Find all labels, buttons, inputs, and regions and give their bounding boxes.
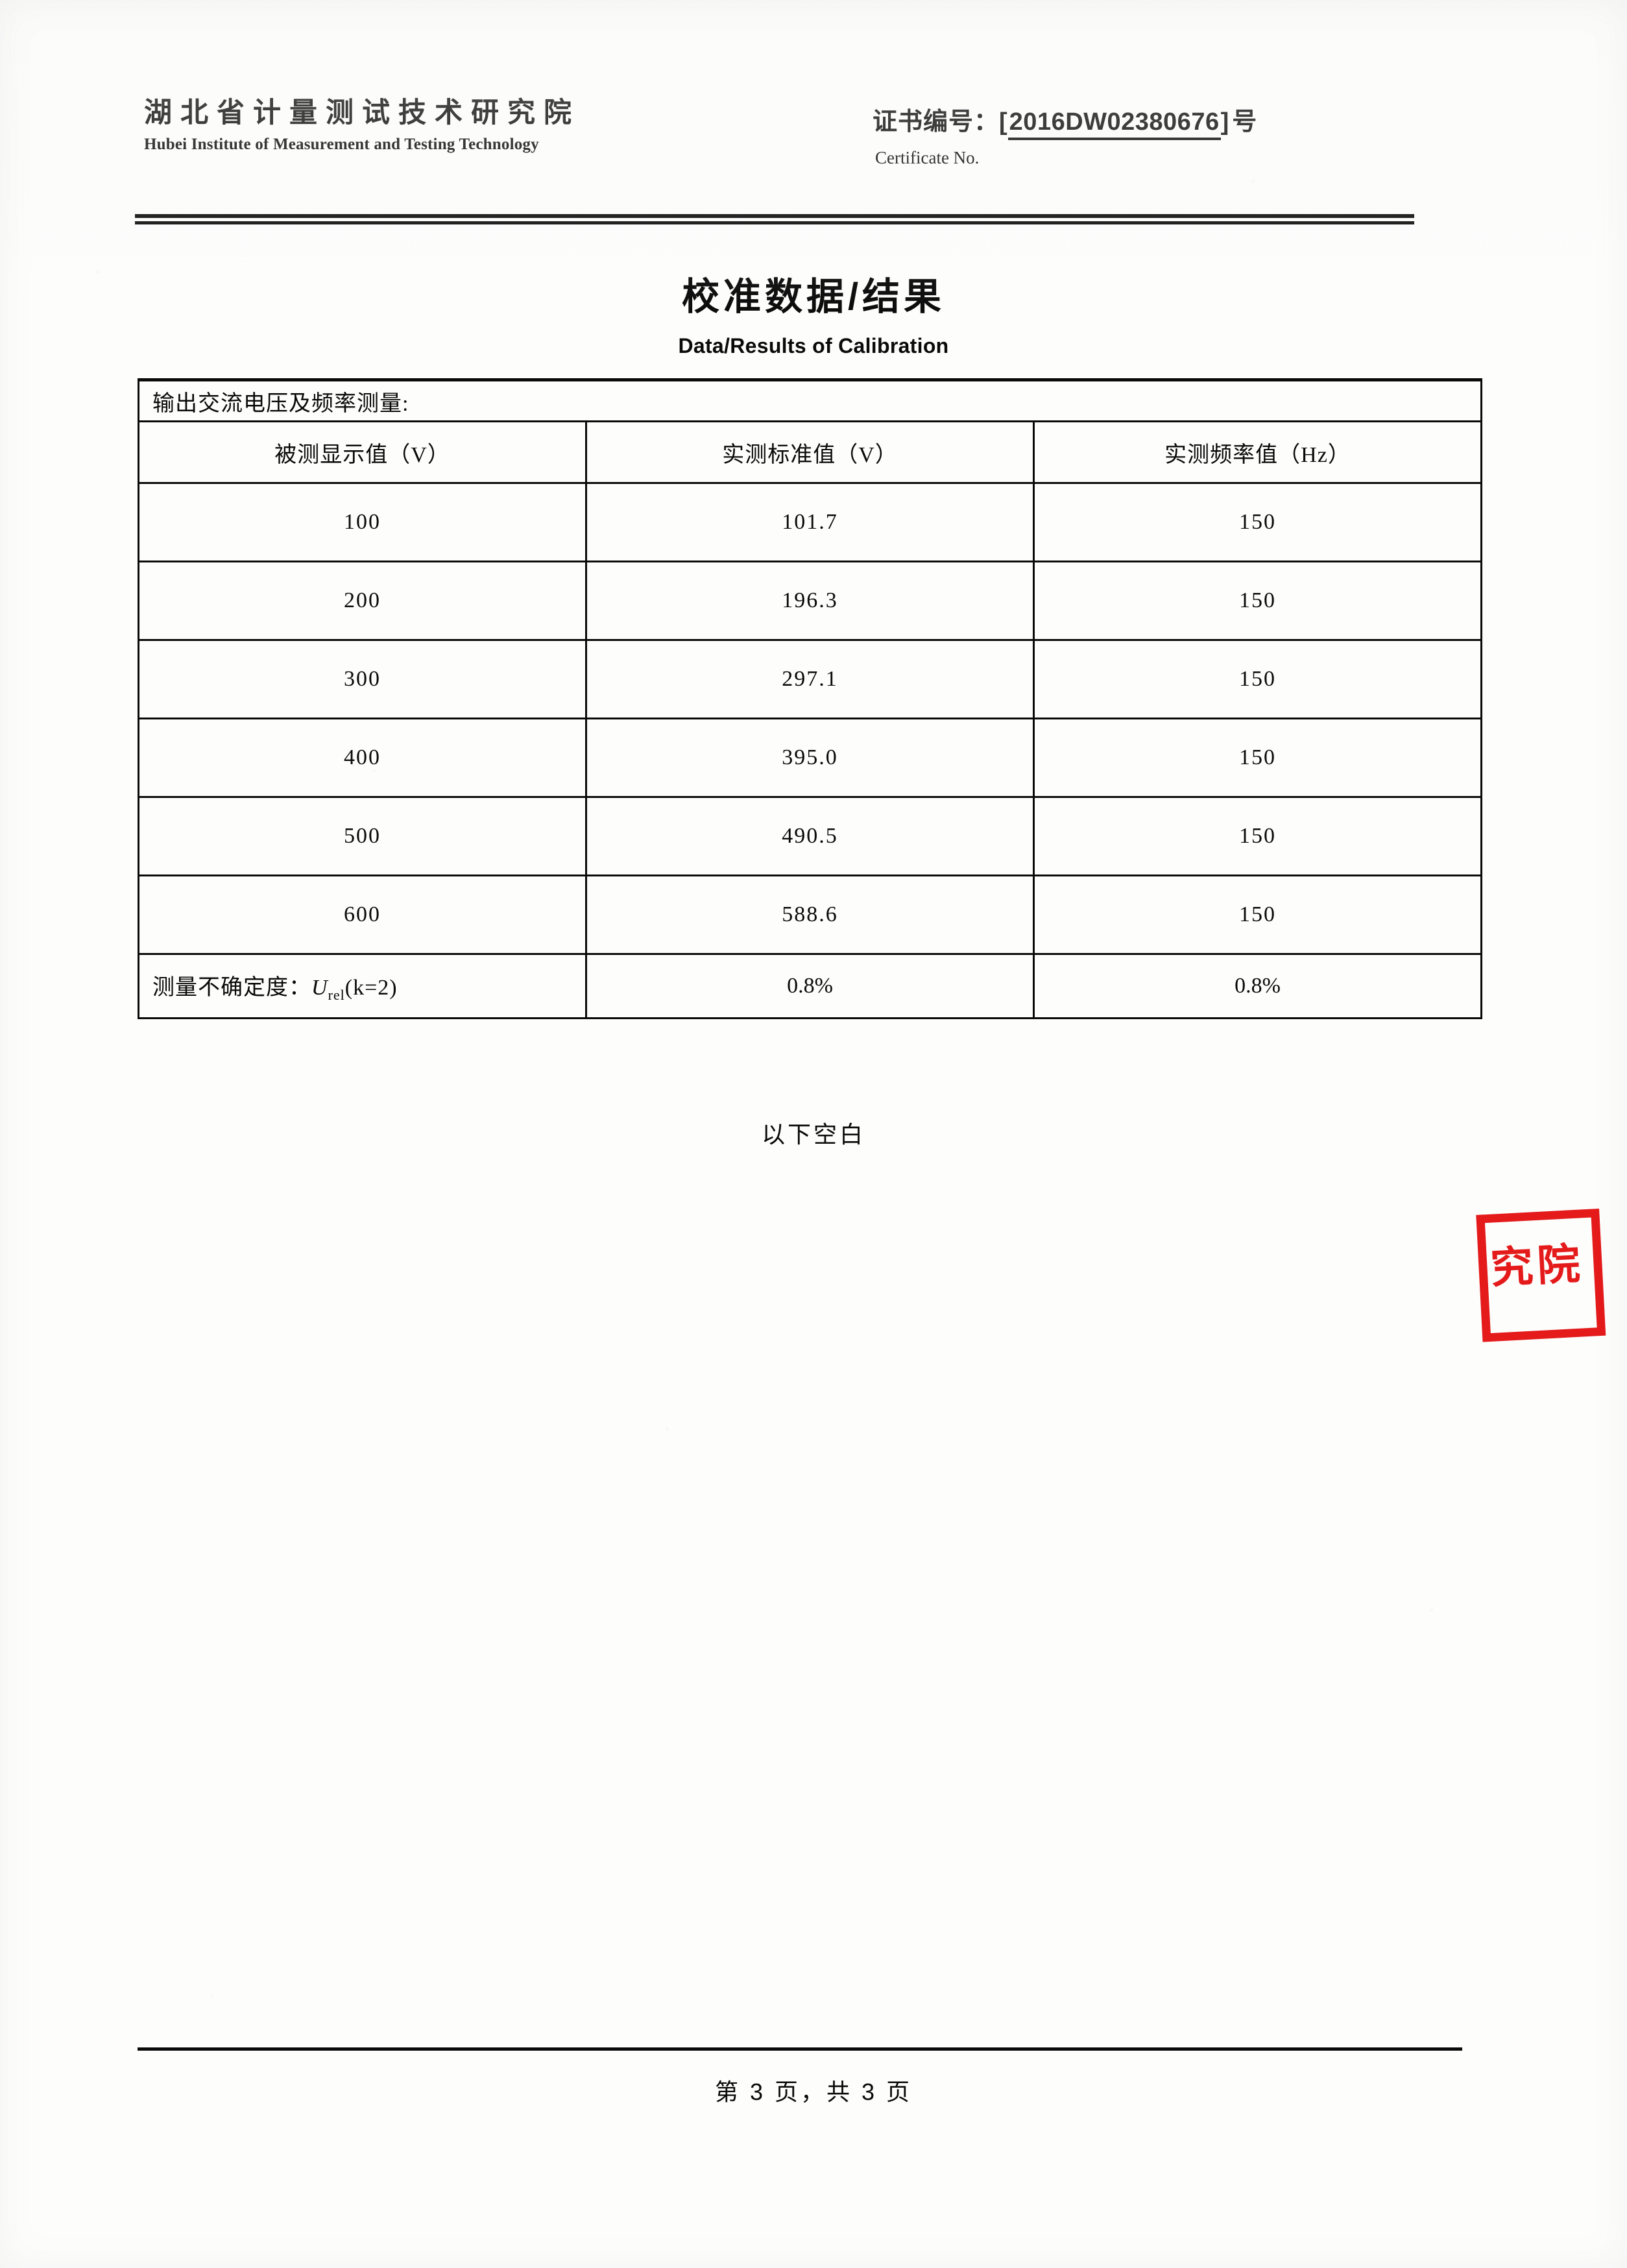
uncertainty-voltage-value: 0.8% <box>585 953 1035 1019</box>
column-header-standard-value: 实测标准值（V） <box>585 420 1035 484</box>
uncertainty-label: 测量不确定度：Urel(k=2) <box>138 953 587 1019</box>
organization-name-cn: 湖北省计量测试技术研究院 <box>144 97 580 128</box>
cell-frequency-value: 150 <box>1033 639 1482 719</box>
cell-standard-value: 490.5 <box>585 796 1035 876</box>
column-header-frequency-value: 实测频率值（Hz） <box>1033 420 1482 484</box>
divider-line-top <box>135 214 1414 218</box>
cell-standard-value: 101.7 <box>585 482 1035 562</box>
cell-displayed-value: 600 <box>138 875 587 955</box>
cell-standard-value: 395.0 <box>585 718 1035 798</box>
official-seal-stamp: 究院 <box>1470 1193 1627 1350</box>
table-row: 300 297.1 150 <box>138 639 1482 719</box>
uncertainty-symbol: U <box>311 975 328 1000</box>
cell-standard-value: 196.3 <box>585 561 1035 641</box>
document-header: 湖北省计量测试技术研究院 Hubei Institute of Measurem… <box>0 97 1627 188</box>
certificate-number-line: 证书编号： [ 2016DW02380676 ] 号 <box>873 101 1257 140</box>
cell-frequency-value: 150 <box>1033 482 1482 562</box>
page-title-en: Data/Results of Calibration <box>678 334 949 357</box>
bracket-open: [ <box>999 108 1008 136</box>
cell-displayed-value: 500 <box>138 796 587 876</box>
table-row: 500 490.5 150 <box>138 796 1482 876</box>
table-row: 600 588.6 150 <box>138 875 1482 955</box>
section-label: 输出交流电压及频率测量: <box>138 378 1482 422</box>
uncertainty-label-prefix: 测量不确定度： <box>152 975 311 1000</box>
certificate-number-block: 证书编号： [ 2016DW02380676 ] 号 Certificate N… <box>873 101 1257 168</box>
seal-text: 究院 <box>1489 1239 1585 1292</box>
certificate-number-label-en: Certificate No. <box>875 148 980 167</box>
organization-name-en: Hubei Institute of Measurement and Testi… <box>144 136 539 154</box>
cell-frequency-value: 150 <box>1033 796 1482 876</box>
page-title-cn: 校准数据/结果 <box>681 276 946 318</box>
table-section-row: 输出交流电压及频率测量: <box>138 378 1482 422</box>
cell-frequency-value: 150 <box>1033 875 1482 955</box>
uncertainty-frequency-value: 0.8% <box>1033 953 1482 1019</box>
divider-line-bottom <box>135 221 1414 224</box>
table-row: 100 101.7 150 <box>138 482 1482 562</box>
cell-frequency-value: 150 <box>1033 718 1482 798</box>
cell-standard-value: 588.6 <box>585 875 1035 955</box>
uncertainty-symbol-subscript: rel <box>328 986 345 1003</box>
calibration-data-table: 输出交流电压及频率测量: 被测显示值（V） 实测标准值（V） 实测频率值（Hz）… <box>138 378 1482 1019</box>
footer-divider <box>138 2047 1462 2051</box>
cell-standard-value: 297.1 <box>585 639 1035 719</box>
certificate-number-label-cn: 证书编号： <box>873 108 1000 136</box>
table-row: 200 196.3 150 <box>138 561 1482 641</box>
certificate-number-value: 2016DW02380676 <box>1007 108 1221 140</box>
column-header-displayed-value: 被测显示值（V） <box>138 420 587 484</box>
blank-below-note: 以下空白 <box>761 1121 865 1148</box>
cell-displayed-value: 300 <box>138 639 587 719</box>
cell-frequency-value: 150 <box>1033 561 1482 641</box>
cell-displayed-value: 200 <box>138 561 587 641</box>
header-divider <box>135 214 1414 224</box>
uncertainty-coverage-factor: (k=2) <box>344 975 398 1000</box>
bracket-close: ] <box>1220 108 1230 136</box>
table-row: 400 395.0 150 <box>138 718 1482 798</box>
cell-displayed-value: 100 <box>138 482 587 562</box>
uncertainty-row: 测量不确定度：Urel(k=2) 0.8% 0.8% <box>138 953 1482 1019</box>
page-number-footer: 第 3 页，共 3 页 <box>714 2079 913 2105</box>
table-header-row: 被测显示值（V） 实测标准值（V） 实测频率值（Hz） <box>138 420 1482 484</box>
certificate-number-suffix: 号 <box>1232 108 1257 136</box>
organization-block: 湖北省计量测试技术研究院 Hubei Institute of Measurem… <box>144 97 580 154</box>
cell-displayed-value: 400 <box>138 718 587 798</box>
